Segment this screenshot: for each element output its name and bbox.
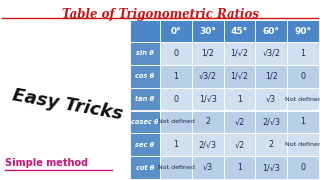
Bar <box>255 111 287 133</box>
Text: √3/2: √3/2 <box>262 49 280 58</box>
Bar <box>287 88 319 111</box>
Text: 1/2: 1/2 <box>201 49 214 58</box>
Bar <box>160 156 192 179</box>
Text: 0: 0 <box>300 163 306 172</box>
Bar <box>160 20 192 42</box>
Bar <box>255 88 287 111</box>
Text: 1: 1 <box>173 140 179 149</box>
Text: 45°: 45° <box>231 26 248 35</box>
Text: cosec θ: cosec θ <box>131 119 159 125</box>
Bar <box>287 20 319 42</box>
Text: sec θ: sec θ <box>135 142 155 148</box>
Text: sin θ: sin θ <box>136 50 154 56</box>
Text: 1: 1 <box>237 163 242 172</box>
Text: 1/√2: 1/√2 <box>230 72 249 81</box>
Bar <box>160 65 192 88</box>
Text: 60°: 60° <box>263 26 280 35</box>
Bar <box>160 133 192 156</box>
Text: Simple method: Simple method <box>5 158 88 168</box>
Text: √3/2: √3/2 <box>199 72 217 81</box>
Text: 0: 0 <box>300 72 306 81</box>
Bar <box>287 65 319 88</box>
Bar <box>224 156 255 179</box>
Bar <box>130 133 160 156</box>
Bar <box>130 65 160 88</box>
Bar <box>192 111 224 133</box>
Bar <box>130 20 160 42</box>
Text: 2/√3: 2/√3 <box>262 117 280 126</box>
Bar <box>130 156 160 179</box>
Bar <box>255 20 287 42</box>
Bar <box>224 133 255 156</box>
Text: 1/2: 1/2 <box>265 72 278 81</box>
Bar <box>287 133 319 156</box>
Bar <box>224 42 255 65</box>
Bar <box>255 156 287 179</box>
Bar <box>287 111 319 133</box>
Bar <box>287 42 319 65</box>
Bar <box>160 88 192 111</box>
Bar <box>160 42 192 65</box>
Text: 1: 1 <box>300 117 306 126</box>
Bar <box>224 20 255 42</box>
Bar <box>192 20 224 42</box>
Text: √3: √3 <box>266 94 276 103</box>
Text: √2: √2 <box>234 117 244 126</box>
Text: √3: √3 <box>203 163 213 172</box>
Bar <box>130 42 160 65</box>
Text: 1: 1 <box>300 49 306 58</box>
Text: 0°: 0° <box>171 26 181 35</box>
Bar <box>192 133 224 156</box>
Bar <box>130 88 160 111</box>
Text: 1/√3: 1/√3 <box>199 94 217 103</box>
Text: 30°: 30° <box>199 26 216 35</box>
Bar <box>255 65 287 88</box>
Text: tan θ: tan θ <box>135 96 155 102</box>
Text: 2: 2 <box>205 117 210 126</box>
Bar <box>192 156 224 179</box>
Text: cos θ: cos θ <box>135 73 155 79</box>
Text: 2: 2 <box>269 140 274 149</box>
Bar <box>224 65 255 88</box>
Text: 1: 1 <box>237 94 242 103</box>
Text: 2/√3: 2/√3 <box>199 140 217 149</box>
Bar <box>224 88 255 111</box>
Text: 1: 1 <box>173 72 179 81</box>
Bar <box>287 156 319 179</box>
Text: Not defined: Not defined <box>157 165 194 170</box>
Text: 90°: 90° <box>295 26 312 35</box>
Bar <box>224 111 255 133</box>
Bar <box>160 111 192 133</box>
Text: 1/√2: 1/√2 <box>230 49 249 58</box>
Text: Table of Trigonometric Ratios: Table of Trigonometric Ratios <box>61 8 259 21</box>
Bar <box>192 88 224 111</box>
Bar <box>130 111 160 133</box>
Bar <box>192 42 224 65</box>
Text: 0: 0 <box>173 49 179 58</box>
Bar <box>192 65 224 88</box>
Text: 1/√3: 1/√3 <box>262 163 280 172</box>
Text: Not defined: Not defined <box>285 142 320 147</box>
Text: Not defined: Not defined <box>157 119 194 124</box>
Text: 0: 0 <box>173 94 179 103</box>
Text: √2: √2 <box>234 140 244 149</box>
Text: cot θ: cot θ <box>136 165 154 171</box>
Text: Easy Tricks: Easy Tricks <box>12 86 124 123</box>
Bar <box>255 133 287 156</box>
Text: Not defined: Not defined <box>285 97 320 102</box>
Bar <box>255 42 287 65</box>
